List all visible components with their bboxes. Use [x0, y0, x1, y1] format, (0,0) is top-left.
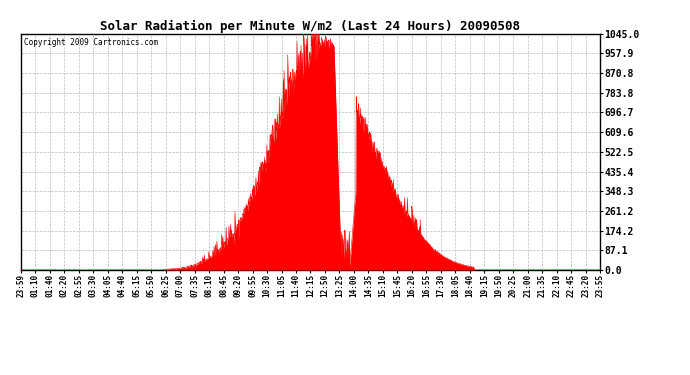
- Text: Copyright 2009 Cartronics.com: Copyright 2009 Cartronics.com: [23, 39, 158, 48]
- Title: Solar Radiation per Minute W/m2 (Last 24 Hours) 20090508: Solar Radiation per Minute W/m2 (Last 24…: [101, 20, 520, 33]
